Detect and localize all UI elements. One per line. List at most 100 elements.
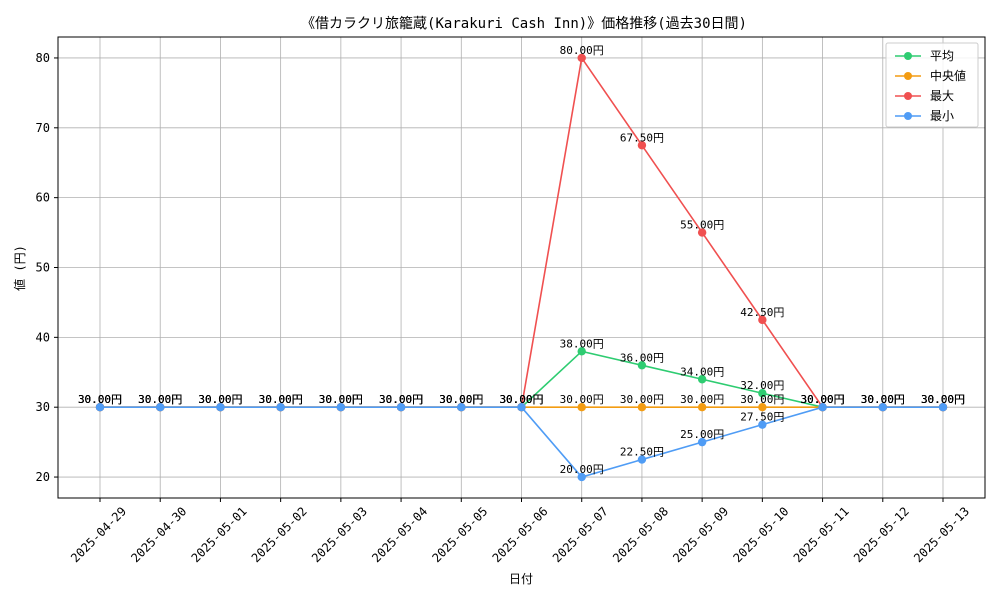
y-tick-label: 30 — [36, 400, 50, 414]
data-label: 20.00円 — [560, 463, 604, 476]
series-point-3 — [156, 402, 165, 412]
legend-marker-3 — [904, 112, 912, 120]
legend-label: 平均 — [930, 49, 954, 63]
x-tick-label: 2025-05-04 — [369, 504, 430, 565]
data-label: 30.00円 — [801, 393, 845, 406]
data-label: 67.50円 — [620, 131, 664, 144]
data-label: 30.00円 — [78, 393, 122, 406]
series-point-1 — [577, 402, 586, 412]
data-label: 30.00円 — [198, 393, 242, 406]
y-tick-label: 50 — [36, 261, 50, 275]
data-label: 25.00円 — [680, 428, 724, 441]
y-tick-label: 80 — [36, 51, 50, 65]
data-label: 30.00円 — [861, 393, 905, 406]
legend-marker-1 — [904, 72, 912, 80]
data-label: 30.00円 — [78, 393, 122, 406]
data-label: 30.00円 — [801, 393, 845, 406]
data-label: 80.00円 — [560, 44, 604, 57]
chart-title: 《借カラクリ旅籠蔵(Karakuri Cash Inn)》価格推移(過去30日間… — [301, 16, 747, 32]
data-label: 30.00円 — [198, 393, 242, 406]
y-axis-label: 値 (円) — [12, 245, 27, 291]
data-label: 30.00円 — [379, 393, 423, 406]
data-label: 30.00円 — [259, 393, 303, 406]
legend-label: 最大 — [930, 89, 954, 103]
series-point-3 — [276, 402, 285, 412]
x-tick-label: 2025-04-30 — [128, 504, 189, 565]
data-label: 30.00円 — [319, 393, 363, 406]
legend-label: 中央値 — [930, 68, 966, 83]
series-point-2 — [637, 141, 647, 150]
data-label: 30.00円 — [801, 393, 845, 406]
legend-box — [885, 42, 979, 128]
x-tick-label: 2025-05-01 — [189, 504, 250, 565]
series-point-0 — [697, 375, 707, 384]
data-label: 30.00円 — [379, 393, 423, 406]
data-label: 30.00円 — [198, 393, 242, 406]
data-label: 42.50円 — [740, 306, 784, 319]
series-point-1 — [697, 402, 707, 412]
data-label: 30.00円 — [439, 393, 483, 406]
data-label: 30.00円 — [499, 393, 543, 406]
data-labels: 30.00円 30.00円 30.00円 30.00円 30.00円 30.00円 30.0… — [78, 44, 965, 476]
y-tick-label: 70 — [36, 121, 50, 135]
data-label: 30.00円 — [499, 393, 543, 406]
data-label: 55.00円 — [680, 219, 724, 232]
series-point-1 — [758, 402, 767, 412]
data-label: 30.00円 — [560, 393, 604, 406]
x-tick-label: 2025-05-11 — [791, 504, 852, 565]
data-label: 30.00円 — [439, 393, 483, 406]
data-label: 30.00円 — [78, 393, 122, 406]
data-label: 30.00円 — [319, 393, 363, 406]
data-label: 30.00円 — [921, 393, 965, 406]
data-label: 30.00円 — [921, 393, 965, 406]
series-point-3 — [577, 472, 586, 482]
data-label: 30.00円 — [499, 393, 543, 406]
data-label: 22.50円 — [620, 446, 664, 459]
data-label: 30.00円 — [439, 393, 483, 406]
data-label: 30.00円 — [198, 393, 242, 406]
legend-marker-0 — [904, 52, 912, 60]
x-tick-label: 2025-05-10 — [730, 504, 791, 565]
x-tick-label: 2025-05-09 — [670, 504, 731, 565]
series-point-3 — [95, 402, 105, 412]
series-point-3 — [216, 402, 225, 412]
legend-marker-2 — [904, 92, 912, 100]
x-tick-label: 2025-05-08 — [610, 504, 671, 565]
series-lines — [95, 53, 948, 482]
series-point-0 — [637, 361, 647, 370]
series-point-3 — [637, 455, 647, 464]
data-label: 30.00円 — [319, 393, 363, 406]
x-axis-label: 日付 — [509, 572, 533, 586]
data-label: 30.00円 — [138, 393, 182, 406]
data-label: 30.00円 — [319, 393, 363, 406]
y-tick-label: 20 — [36, 470, 50, 484]
series-point-3 — [336, 402, 346, 412]
y-tick-label: 40 — [36, 330, 50, 344]
data-label: 30.00円 — [921, 393, 965, 406]
series-point-3 — [878, 402, 887, 412]
series-point-3 — [938, 402, 948, 412]
series-point-3 — [457, 402, 466, 412]
data-label: 30.00円 — [379, 393, 423, 406]
data-label: 30.00円 — [259, 393, 303, 406]
data-label: 30.00円 — [921, 393, 965, 406]
data-label: 30.00円 — [801, 393, 845, 406]
data-label: 30.00円 — [499, 393, 543, 406]
data-label: 30.00円 — [138, 393, 182, 406]
data-label: 30.00円 — [680, 393, 724, 406]
data-label: 30.00円 — [78, 393, 122, 406]
data-label: 30.00円 — [439, 393, 483, 406]
x-tick-label: 2025-05-02 — [249, 504, 310, 565]
data-label: 30.00円 — [740, 393, 784, 406]
series-point-3 — [396, 402, 406, 412]
series-point-2 — [697, 228, 707, 237]
y-tick-label: 60 — [36, 191, 50, 205]
grid-lines — [58, 37, 985, 498]
series-point-0 — [577, 347, 586, 356]
data-label: 34.00円 — [680, 365, 724, 378]
data-label: 30.00円 — [620, 393, 664, 406]
data-label: 30.00円 — [861, 393, 905, 406]
data-label: 30.00円 — [138, 393, 182, 406]
data-label: 30.00円 — [138, 393, 182, 406]
